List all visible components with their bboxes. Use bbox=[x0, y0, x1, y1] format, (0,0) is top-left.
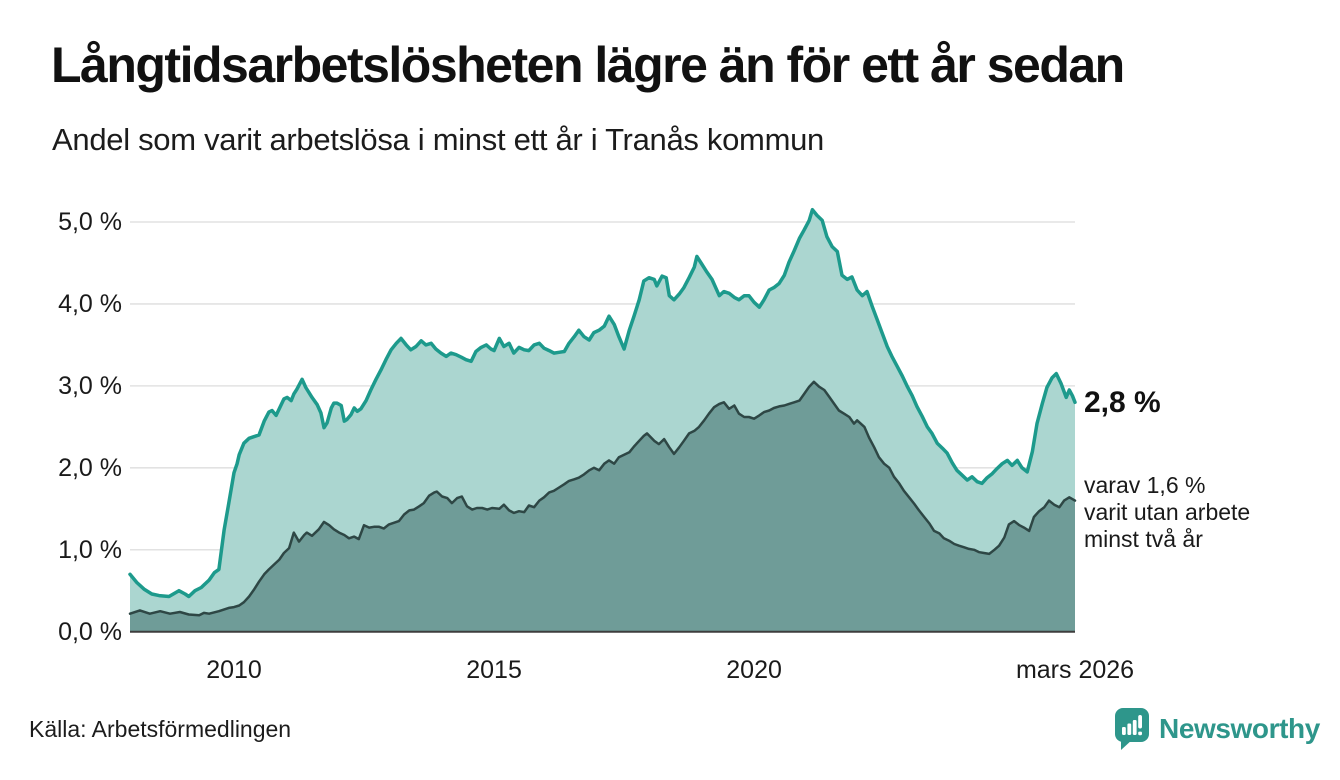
newsworthy-logo-icon bbox=[1115, 708, 1149, 750]
x-tick-label: 2010 bbox=[206, 656, 262, 684]
x-tick-label: 2020 bbox=[726, 656, 782, 684]
y-tick-label: 0,0 % bbox=[58, 617, 122, 646]
series-line bbox=[128, 207, 1077, 599]
y-tick-label: 5,0 % bbox=[58, 208, 122, 236]
x-tick-label: 2015 bbox=[466, 656, 522, 684]
breakdown-annotation: varav 1,6 % varit utan arbete minst två … bbox=[1084, 472, 1251, 552]
chart-subtitle: Andel som varit arbetslösa i minst ett å… bbox=[52, 122, 824, 157]
newsworthy-logo: Newsworthy bbox=[1114, 708, 1320, 750]
x-tick-label: mars 2026 bbox=[1015, 656, 1135, 684]
series-line bbox=[128, 380, 1077, 617]
newsworthy-logo-text: Newsworthy bbox=[1159, 713, 1320, 744]
y-tick-label: 1,0 % bbox=[58, 535, 122, 564]
y-tick-label: 2,0 % bbox=[58, 453, 122, 482]
page-title: Långtidsarbetslösheten lägre än för ett … bbox=[51, 37, 1125, 93]
area-fill bbox=[130, 381, 1075, 632]
y-tick-label: 3,0 % bbox=[58, 371, 122, 400]
y-tick-label: 4,0 % bbox=[58, 289, 122, 318]
source-caption: Källa: Arbetsförmedlingen bbox=[29, 716, 292, 742]
latest-value-label: 2,8 % bbox=[1084, 386, 1161, 419]
